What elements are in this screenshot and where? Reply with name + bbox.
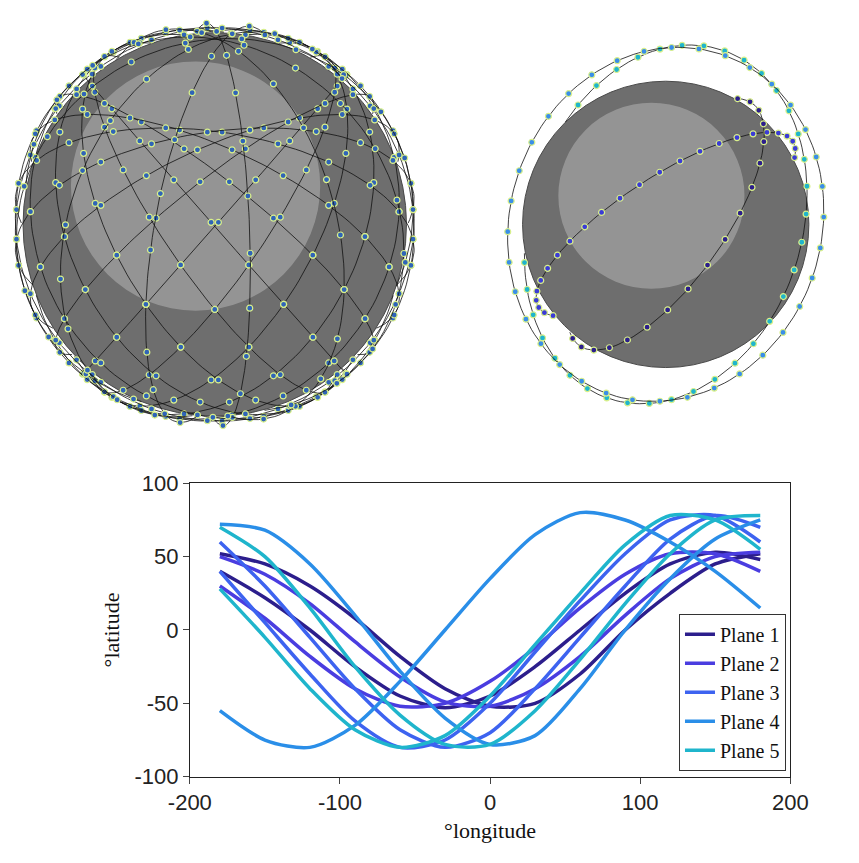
svg-text:Plane 3: Plane 3 — [720, 682, 779, 704]
svg-text:-100: -100 — [318, 790, 362, 815]
svg-text:200: 200 — [772, 790, 809, 815]
svg-text:Plane 2: Plane 2 — [720, 653, 779, 675]
svg-text:100: 100 — [142, 471, 179, 496]
svg-text:Plane 1: Plane 1 — [720, 624, 779, 646]
svg-text:°latitude: °latitude — [99, 593, 124, 668]
svg-text:-200: -200 — [168, 790, 212, 815]
svg-text:-50: -50 — [147, 691, 179, 716]
svg-text:0: 0 — [166, 618, 178, 643]
svg-text:Plane 5: Plane 5 — [720, 740, 779, 762]
svg-text:Plane 4: Plane 4 — [720, 711, 779, 733]
svg-text:°longitude: °longitude — [444, 818, 536, 843]
svg-text:100: 100 — [622, 790, 659, 815]
svg-text:-100: -100 — [134, 764, 178, 789]
svg-text:50: 50 — [154, 544, 178, 569]
svg-text:0: 0 — [484, 790, 496, 815]
